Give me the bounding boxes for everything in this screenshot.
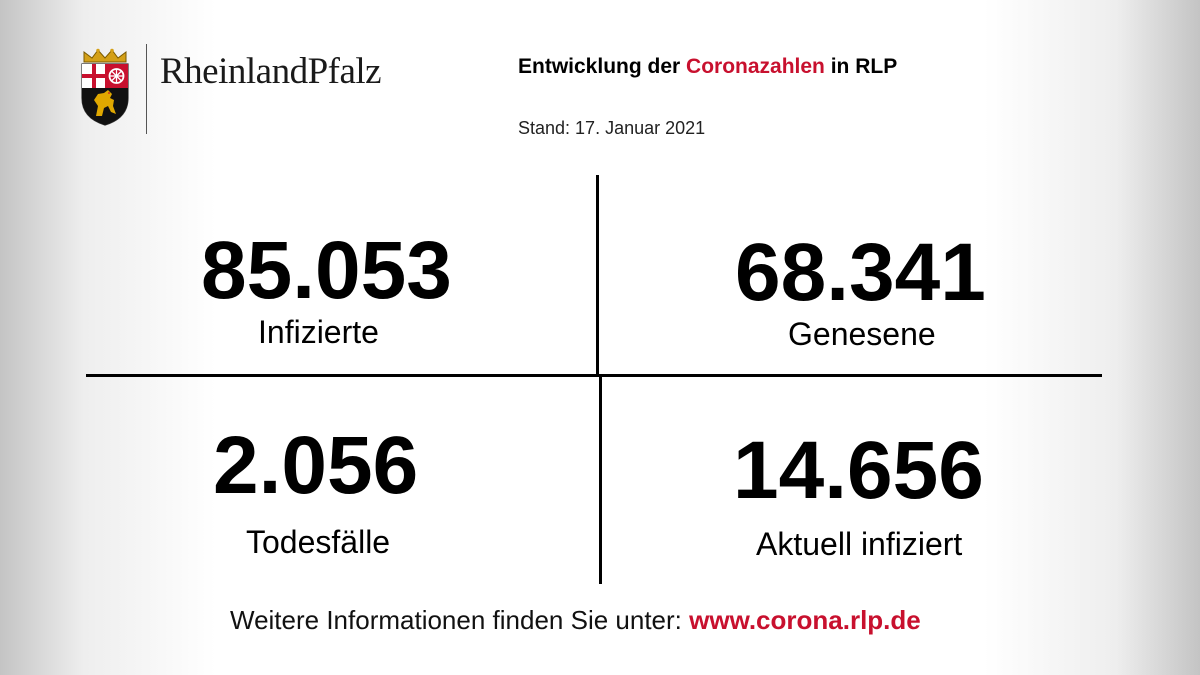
- title-highlight: Coronazahlen: [686, 55, 825, 78]
- vertical-divider-top: [596, 175, 599, 375]
- infizierte-value: 85.053: [201, 225, 452, 316]
- title-prefix: Entwicklung der: [518, 55, 687, 78]
- footer-text: Weitere Informationen finden Sie unter:: [230, 605, 690, 635]
- horizontal-divider: [86, 374, 1102, 377]
- date-stand: Stand: 17. Januar 2021: [518, 118, 706, 138]
- todesfaelle-value: 2.056: [213, 420, 419, 511]
- rlp-coat-of-arms-icon: [81, 48, 129, 126]
- title-suffix: in RLP: [824, 55, 898, 78]
- footer-info: Weitere Informationen finden Sie unter: …: [230, 605, 921, 636]
- genesene-value: 68.341: [735, 227, 986, 318]
- vertical-divider-bottom: [599, 376, 602, 584]
- logo-wordmark: RheinlandPfalz: [160, 51, 382, 92]
- infizierte-label: Infizierte: [258, 314, 379, 350]
- page-title: Entwicklung der Coronazahlen in RLP: [518, 55, 897, 79]
- corona-website-link[interactable]: www.corona.rlp.de: [689, 605, 921, 635]
- aktuell-infiziert-label: Aktuell infiziert: [756, 526, 963, 562]
- logo-divider: [146, 44, 147, 134]
- todesfaelle-label: Todesfälle: [246, 524, 391, 560]
- genesene-label: Genesene: [788, 316, 936, 352]
- aktuell-infiziert-value: 14.656: [733, 425, 984, 516]
